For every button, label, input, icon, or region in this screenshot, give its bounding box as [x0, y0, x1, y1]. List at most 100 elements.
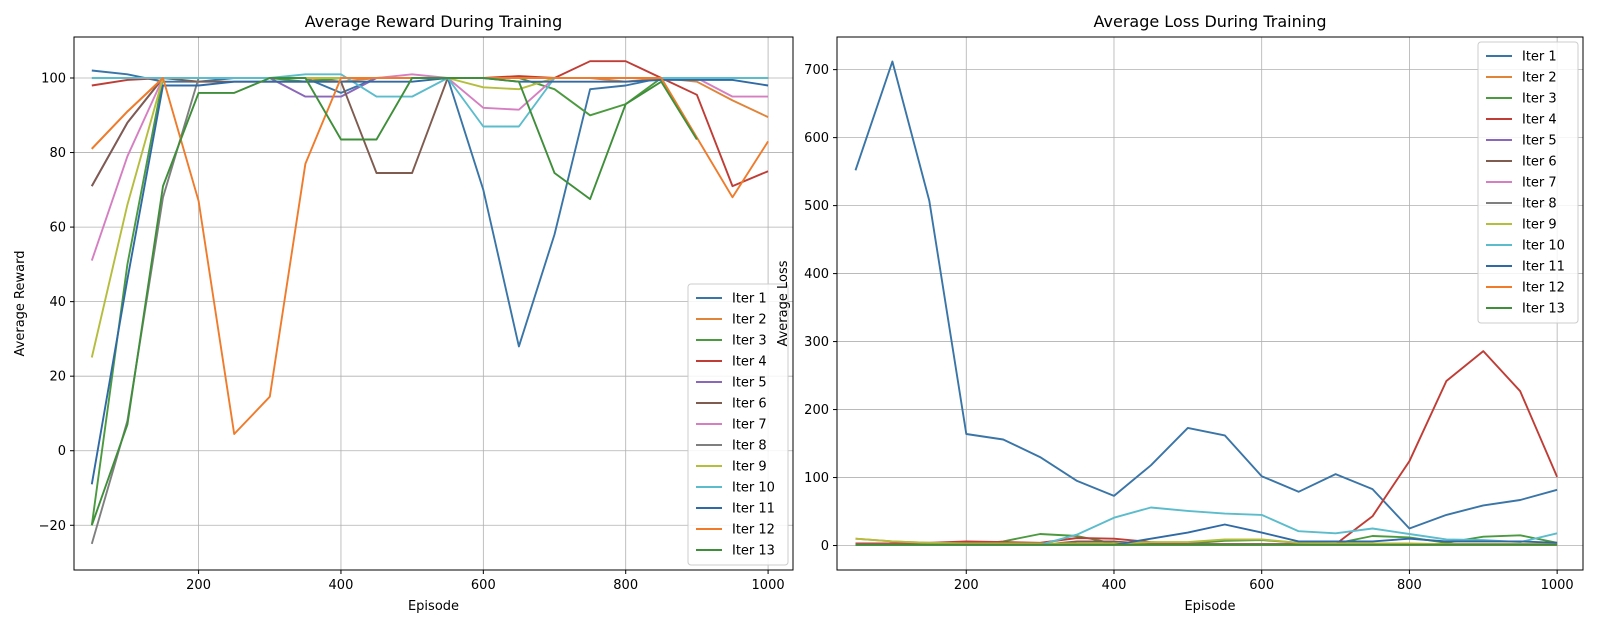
y-tick-label: 80 [49, 146, 66, 161]
y-tick-label: 0 [821, 539, 829, 554]
legend-label: Iter 12 [732, 523, 775, 538]
legend-item: Iter 4 [1486, 113, 1557, 128]
legend-item: Iter 2 [1486, 71, 1557, 86]
x-tick-label: 1000 [752, 578, 785, 593]
legend-label: Iter 13 [1522, 302, 1565, 317]
y-tick-label: 100 [41, 72, 66, 87]
x-tick-label: 1000 [1541, 578, 1574, 593]
legend-label: Iter 4 [1522, 113, 1557, 128]
legend-label: Iter 11 [1522, 260, 1565, 275]
legend-item: Iter 12 [1486, 281, 1565, 296]
legend-item: Iter 6 [1486, 155, 1557, 170]
ticks: 200 400 600 800 1000 0 100 200 300 400 500 600 700 [804, 63, 1574, 593]
legend-item: Iter 1 [696, 292, 767, 307]
legend-item: Iter 12 [696, 523, 775, 538]
legend-item: Iter 13 [1486, 302, 1565, 317]
series-line-iter-4 [855, 350, 1558, 546]
y-axis-label: Average Reward [13, 251, 28, 357]
legend-label: Iter 1 [1522, 50, 1557, 65]
x-tick-label: 800 [613, 578, 638, 593]
x-tick-label: 600 [471, 578, 496, 593]
y-tick-label: 600 [804, 131, 829, 146]
legend-label: Iter 5 [1522, 134, 1557, 149]
series-line-iter-12 [91, 77, 769, 435]
y-tick-label: 200 [804, 403, 829, 418]
x-tick-label: 200 [954, 578, 979, 593]
legend-item: Iter 13 [696, 544, 775, 559]
y-tick-label: 700 [804, 63, 829, 78]
y-tick-label: 20 [49, 370, 66, 385]
legend-label: Iter 11 [732, 502, 775, 517]
chart-2: 200 400 600 800 1000 0 100 200 300 400 500 600 700 Av… [776, 12, 1584, 614]
legend-label: Iter 2 [732, 313, 767, 328]
series-line-iter-9 [90, 77, 769, 358]
legend: Iter 1 Iter 2 Iter 3 Iter 4 Iter 5 Iter 6 Iter… [687, 283, 789, 566]
chart-1: 200 400 600 800 1000 −20 0 20 40 60 80 100 Average R… [13, 12, 794, 614]
legend-item: Iter 3 [1486, 92, 1557, 107]
y-tick-label: −20 [39, 519, 66, 534]
legend-box [1477, 41, 1579, 324]
series-lines [90, 60, 769, 545]
legend-item: Iter 11 [696, 502, 775, 517]
legend: Iter 1 Iter 2 Iter 3 Iter 4 Iter 5 Iter 6 Iter… [1477, 41, 1579, 324]
legend-item: Iter 7 [1486, 176, 1557, 191]
legend-box [687, 283, 789, 566]
legend-item: Iter 11 [1486, 260, 1565, 275]
y-tick-label: 40 [49, 295, 66, 310]
legend-label: Iter 4 [732, 355, 767, 370]
y-tick-label: 0 [58, 444, 66, 459]
legend-item: Iter 8 [696, 439, 767, 454]
legend-label: Iter 1 [732, 292, 767, 307]
legend-label: Iter 13 [732, 544, 775, 559]
x-axis-label: Episode [1184, 599, 1235, 614]
axes-frame [836, 36, 1584, 571]
ticks: 200 400 600 800 1000 −20 0 20 40 60 80 100 [39, 72, 785, 594]
x-tick-label: 600 [1249, 578, 1274, 593]
series-line-iter-7 [90, 73, 769, 261]
legend-item: Iter 2 [696, 313, 767, 328]
y-tick-label: 400 [804, 267, 829, 282]
x-tick-label: 200 [186, 578, 211, 593]
y-tick-label: 100 [804, 471, 829, 486]
legend-label: Iter 10 [732, 481, 775, 496]
legend-label: Iter 2 [1522, 71, 1557, 86]
legend-item: Iter 8 [1486, 197, 1557, 212]
axes-frame [73, 36, 794, 571]
legend-label: Iter 8 [732, 439, 767, 454]
legend-label: Iter 10 [1522, 239, 1565, 254]
legend-item: Iter 1 [1486, 50, 1557, 65]
legend-label: Iter 12 [1522, 281, 1565, 296]
legend-label: Iter 6 [732, 397, 767, 412]
legend-item: Iter 7 [696, 418, 767, 433]
series-line-iter-1 [91, 69, 769, 348]
x-tick-label: 400 [329, 578, 354, 593]
legend-label: Iter 3 [1522, 92, 1557, 107]
y-axis-label: Average Loss [776, 260, 791, 346]
legend-label: Iter 6 [1522, 155, 1557, 170]
y-tick-label: 60 [49, 221, 66, 236]
legend-label: Iter 9 [1522, 218, 1557, 233]
x-tick-label: 800 [1397, 578, 1422, 593]
legend-item: Iter 5 [1486, 134, 1557, 149]
series-lines [854, 60, 1558, 546]
legend-label: Iter 7 [1522, 176, 1557, 191]
legend-item: Iter 6 [696, 397, 767, 412]
legend-item: Iter 4 [696, 355, 767, 370]
series-line-iter-1 [854, 60, 1558, 530]
series-line-iter-13 [90, 77, 698, 526]
legend-item: Iter 10 [1486, 239, 1565, 254]
legend-item: Iter 9 [696, 460, 767, 475]
legend-item: Iter 9 [1486, 218, 1557, 233]
y-tick-label: 300 [804, 335, 829, 350]
series-line-iter-8 [90, 77, 769, 545]
grid [837, 37, 1583, 570]
x-tick-label: 400 [1102, 578, 1127, 593]
chart-title: Average Reward During Training [305, 12, 562, 31]
legend-item: Iter 3 [696, 334, 767, 349]
legend-label: Iter 5 [732, 376, 767, 391]
legend-item: Iter 5 [696, 376, 767, 391]
legend-label: Iter 3 [732, 334, 767, 349]
legend-label: Iter 8 [1522, 197, 1557, 212]
y-tick-label: 500 [804, 199, 829, 214]
